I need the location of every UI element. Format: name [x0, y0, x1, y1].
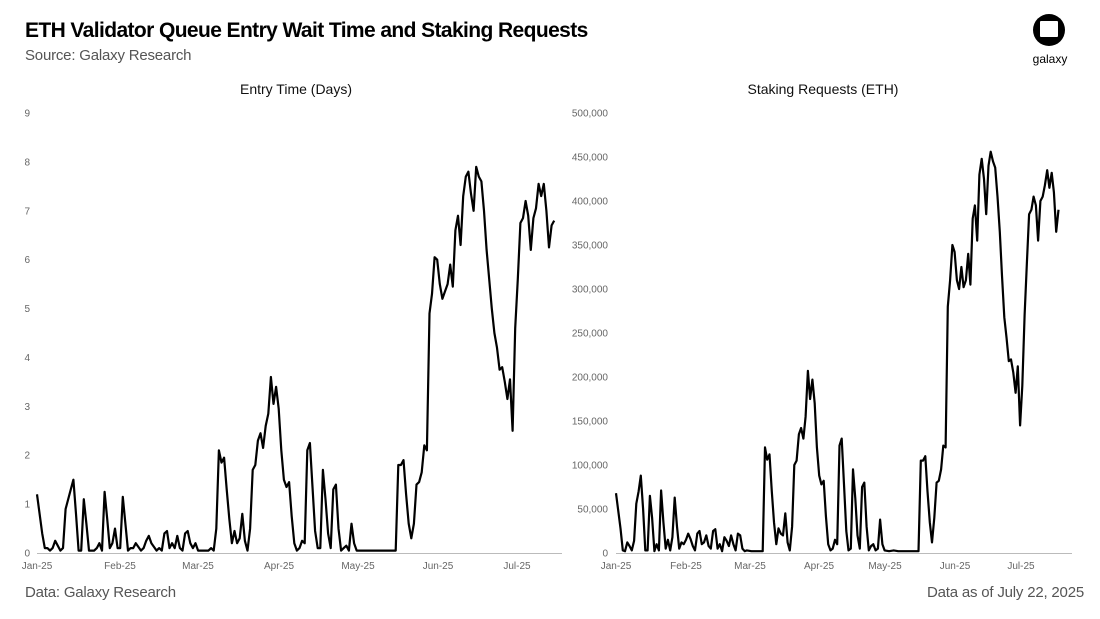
- staking-requests-y-tick-label: 350,000: [572, 241, 609, 252]
- staking-requests-x-tick-label: Mar-25: [734, 561, 766, 572]
- staking-requests-y-tick-label: 100,000: [572, 461, 609, 472]
- staking-requests-series-line: [614, 150, 1060, 553]
- entry-time-x-tick-label: May-25: [341, 561, 375, 572]
- entry-time-y-tick-label: 8: [24, 157, 30, 168]
- entry-time-y-tick-label: 9: [24, 109, 30, 120]
- staking-requests-y-tick-label: 50,000: [577, 505, 608, 516]
- footer-data-source: Data: Galaxy Research: [25, 584, 176, 601]
- staking-requests-y-tick-label: 300,000: [572, 285, 609, 296]
- entry-time-y-tick-label: 2: [24, 451, 30, 462]
- staking-requests-y-tick-label: 150,000: [572, 417, 609, 428]
- entry-time-title: Entry Time (Days): [240, 81, 352, 97]
- entry-time-x-tick-label: Feb-25: [104, 561, 136, 572]
- entry-time-panel: Entry Time (Days) 0 1 2 3 4 5 6 7 8 9 Jan-25 Feb-25 M…: [22, 81, 562, 572]
- staking-requests-x-tick-label: Feb-25: [670, 561, 702, 572]
- chart-subtitle: Source: Galaxy Research: [25, 47, 192, 64]
- staking-requests-y-tick-label: 400,000: [572, 197, 609, 208]
- entry-time-x-tick-label: Mar-25: [182, 561, 214, 572]
- entry-time-x-tick-label: Jan-25: [22, 561, 53, 572]
- entry-time-y-tick-label: 1: [24, 500, 30, 511]
- staking-requests-y-tick-label: 0: [602, 549, 608, 560]
- staking-requests-y-tick-label: 250,000: [572, 329, 609, 340]
- entry-time-series-line: [35, 165, 556, 552]
- galaxy-logo-text: galaxy: [1032, 52, 1068, 66]
- staking-requests-x-tick-label: Jun-25: [940, 561, 971, 572]
- staking-requests-y-tick-label: 500,000: [572, 109, 609, 120]
- entry-time-y-tick-label: 0: [24, 549, 30, 560]
- entry-time-y-tick-label: 7: [24, 206, 30, 217]
- footer-data-date: Data as of July 22, 2025: [927, 584, 1084, 601]
- entry-time-x-tick-label: Jul-25: [503, 561, 531, 572]
- entry-time-y-tick-label: 3: [24, 402, 30, 413]
- staking-requests-x-tick-label: May-25: [868, 561, 902, 572]
- staking-requests-x-tick-label: Jul-25: [1007, 561, 1035, 572]
- staking-requests-panel: Staking Requests (ETH) 0 50,000 100,000 150,…: [572, 81, 1072, 572]
- staking-requests-y-tick-label: 200,000: [572, 373, 609, 384]
- entry-time-x-tick-label: Apr-25: [264, 561, 294, 572]
- entry-time-y-tick-label: 6: [24, 255, 30, 266]
- entry-time-y-tick-label: 4: [24, 353, 30, 364]
- staking-requests-x-tick-label: Jan-25: [601, 561, 632, 572]
- chart-title: ETH Validator Queue Entry Wait Time and …: [25, 19, 588, 42]
- staking-requests-x-tick-label: Apr-25: [804, 561, 834, 572]
- entry-time-x-tick-label: Jun-25: [423, 561, 454, 572]
- staking-requests-title: Staking Requests (ETH): [748, 81, 899, 97]
- galaxy-logo-icon: [1033, 14, 1065, 46]
- galaxy-logo: galaxy: [1030, 14, 1070, 70]
- staking-requests-y-tick-label: 450,000: [572, 153, 609, 164]
- entry-time-y-tick-label: 5: [24, 304, 30, 315]
